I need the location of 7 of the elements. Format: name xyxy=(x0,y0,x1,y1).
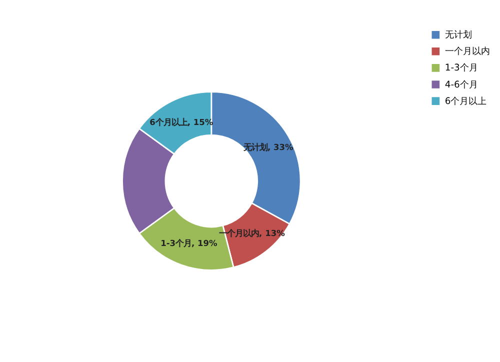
legend-label: 无计划 xyxy=(444,30,472,41)
legend-label: 6个月以上 xyxy=(444,96,487,107)
legend-label: 一个月以内 xyxy=(444,46,490,58)
legend-label: 1-3个月 xyxy=(444,62,478,74)
data-label: 无计划, 33% xyxy=(242,142,294,152)
legend-label: 4-6个月 xyxy=(444,79,478,90)
data-label: 1-3个月, 19% xyxy=(160,238,218,248)
